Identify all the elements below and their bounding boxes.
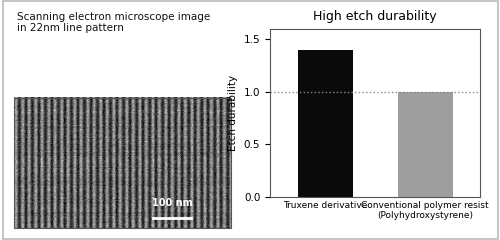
Bar (398, 92, 452, 197)
Bar (14, 98, 230, 228)
Title: High etch durability: High etch durability (313, 11, 437, 24)
Y-axis label: Etch durability: Etch durability (228, 75, 238, 151)
Text: Scanning electron microscope image
in 22nm line pattern: Scanning electron microscope image in 22… (17, 12, 210, 33)
Text: 100 nm: 100 nm (152, 198, 192, 209)
Bar (298, 50, 352, 197)
